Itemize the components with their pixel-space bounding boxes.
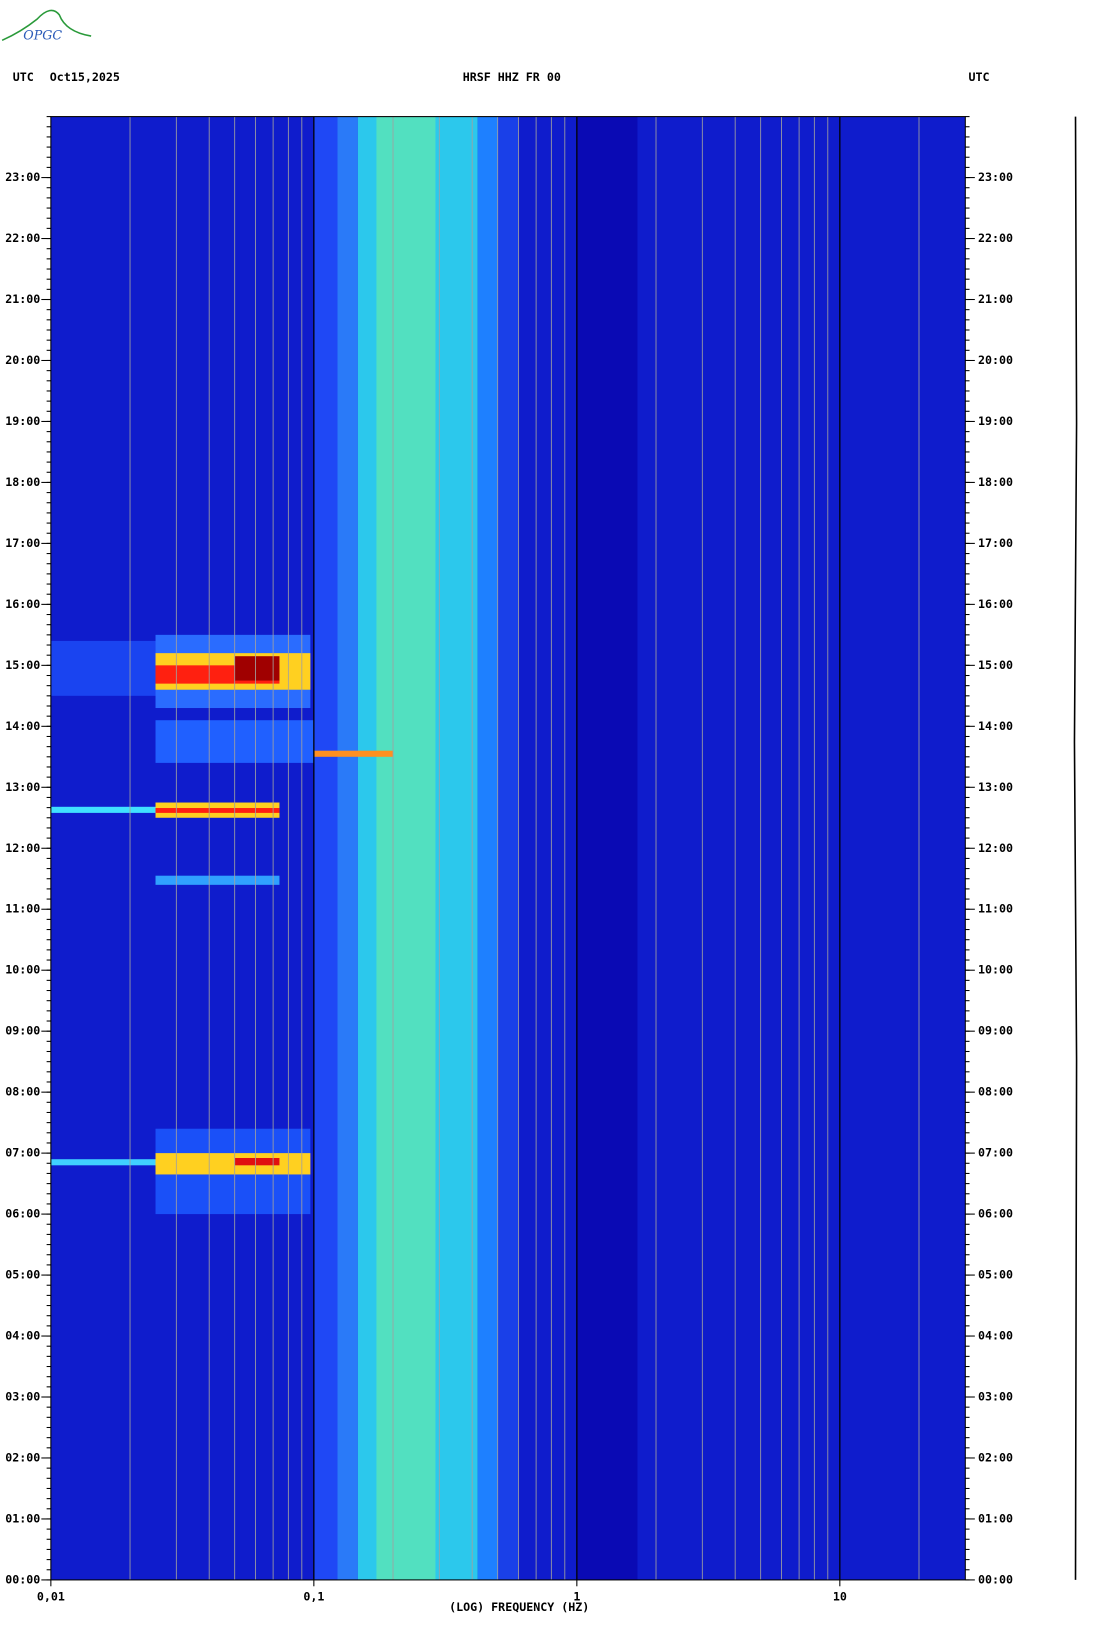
y-tick-label: 06:00 (978, 1207, 1013, 1221)
y-tick-label: 16:00 (5, 597, 40, 611)
y-tick-label: 22:00 (5, 231, 40, 245)
spectral-region (234, 1157, 280, 1166)
spectral-region (576, 116, 638, 1580)
x-tick-label: 10 (833, 1589, 847, 1603)
y-tick-label: 03:00 (978, 1390, 1013, 1404)
y-tick-label: 00:00 (978, 1572, 1013, 1586)
y-tick-label: 18:00 (978, 475, 1013, 489)
y-tick-label: 21:00 (978, 292, 1013, 306)
y-tick-label: 15:00 (978, 658, 1013, 672)
y-tick-label: 00:00 (5, 1572, 40, 1586)
y-tick-label: 09:00 (5, 1024, 40, 1038)
y-tick-label: 10:00 (978, 963, 1013, 977)
spectral-region (50, 640, 156, 696)
y-tick-label: 05:00 (5, 1268, 40, 1282)
y-tick-label: 13:00 (978, 780, 1013, 794)
y-tick-label: 15:00 (5, 658, 40, 672)
y-tick-label: 16:00 (978, 597, 1013, 611)
spectral-region (313, 116, 338, 1580)
y-tick-label: 02:00 (978, 1450, 1013, 1464)
y-tick-label: 07:00 (5, 1146, 40, 1160)
y-tick-label: 06:00 (5, 1207, 40, 1221)
spectral-region (50, 1159, 156, 1166)
y-tick-label: 22:00 (978, 231, 1013, 245)
spectral-region (337, 116, 358, 1580)
x-axis-label: (LOG) FREQUENCY (HZ) (449, 1600, 589, 1614)
y-tick-label: 23:00 (978, 170, 1013, 184)
y-tick-label: 13:00 (5, 780, 40, 794)
x-tick-label: 1 (573, 1589, 580, 1603)
spectral-region (497, 116, 519, 1580)
y-tick-label: 07:00 (978, 1146, 1013, 1160)
spectral-region (155, 1153, 311, 1175)
spectral-region (313, 750, 394, 757)
x-tick-label: 0,1 (303, 1589, 324, 1603)
y-tick-label: 08:00 (978, 1085, 1013, 1099)
y-tick-label: 08:00 (5, 1085, 40, 1099)
logo-curve (1, 9, 92, 42)
y-tick-label: 18:00 (5, 475, 40, 489)
y-tick-label: 04:00 (978, 1329, 1013, 1343)
y-tick-label: 14:00 (5, 719, 40, 733)
y-tick-label: 21:00 (5, 292, 40, 306)
y-tick-label: 10:00 (5, 963, 40, 977)
y-tick-label: 17:00 (5, 536, 40, 550)
y-tick-label: 01:00 (5, 1511, 40, 1525)
y-tick-label: 20:00 (978, 353, 1013, 367)
spectral-region (155, 875, 280, 885)
y-tick-label: 19:00 (5, 414, 40, 428)
logo: OPGC (23, 28, 62, 43)
y-tick-label: 11:00 (5, 902, 40, 916)
y-tick-label: 23:00 (5, 170, 40, 184)
spectral-region (234, 656, 280, 681)
spectral-region (477, 116, 498, 1580)
spectral-region (376, 116, 436, 1580)
y-tick-label: 04:00 (5, 1329, 40, 1343)
spectral-region (155, 808, 280, 813)
y-tick-label: 03:00 (5, 1390, 40, 1404)
y-tick-label: 12:00 (978, 841, 1013, 855)
y-tick-label: 05:00 (978, 1268, 1013, 1282)
y-tick-label: 17:00 (978, 536, 1013, 550)
y-tick-label: 01:00 (978, 1511, 1013, 1525)
trace (1073, 116, 1078, 1580)
y-tick-label: 11:00 (978, 902, 1013, 916)
spectral-region (50, 806, 156, 813)
y-tick-label: 19:00 (978, 414, 1013, 428)
x-tick-label: 0,01 (37, 1589, 65, 1603)
y-tick-label: 02:00 (5, 1450, 40, 1464)
date: Oct15,2025 (50, 70, 120, 84)
right-label: UTC (968, 70, 989, 84)
chart-title: HRSF HHZ FR 00 (463, 70, 561, 84)
y-tick-label: 12:00 (5, 841, 40, 855)
time-zone: UTC (13, 70, 34, 84)
y-tick-label: 14:00 (978, 719, 1013, 733)
y-tick-label: 09:00 (978, 1024, 1013, 1038)
y-tick-label: 20:00 (5, 353, 40, 367)
